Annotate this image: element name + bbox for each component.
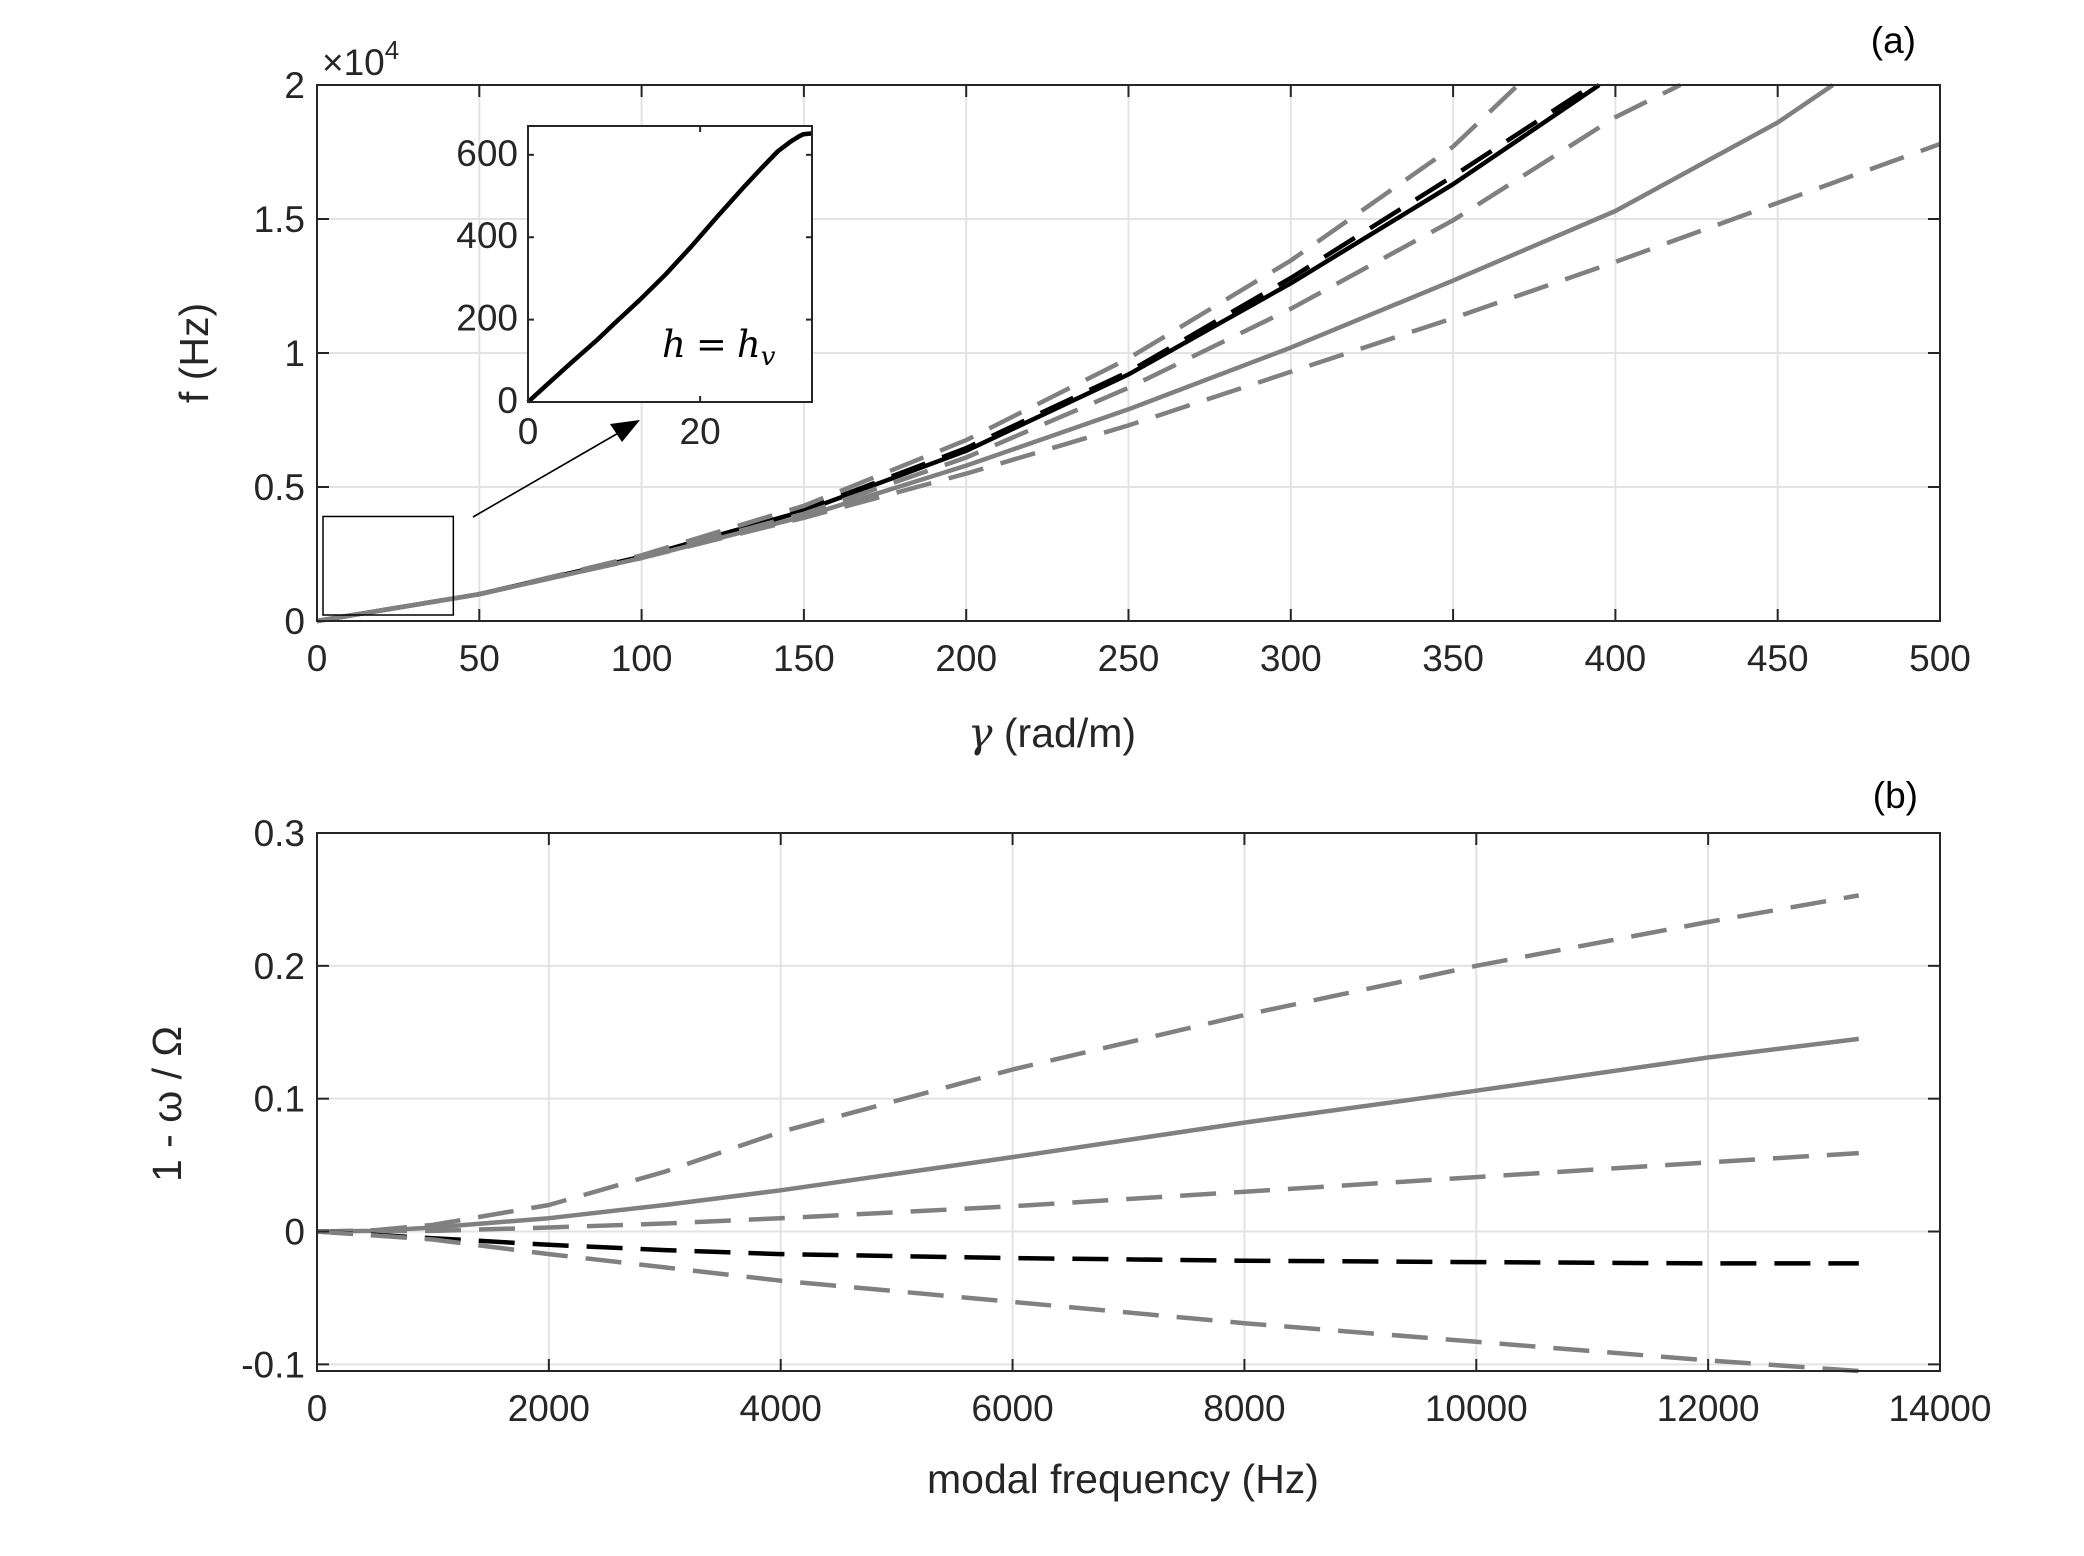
y-tick-label: 0.2 [254, 946, 305, 987]
y-tick-label: -0.1 [241, 1344, 305, 1385]
grid-b [316, 832, 1941, 1371]
series-line-1 [316, 893, 1860, 1234]
x-tick-label: 8000 [1203, 1388, 1285, 1429]
ticks-a [316, 84, 1941, 622]
x-axis-label-b: modal frequency (Hz) [927, 1456, 1319, 1502]
y-tick-label: 0.1 [254, 1079, 305, 1120]
ticks-b [316, 832, 1941, 1371]
y-tick-label: 1.5 [254, 199, 305, 240]
x-tick-labels-a: 0 50 100 150 200 250 300 350 400 450 500 [307, 638, 1971, 679]
inset-y-tick-label: 0 [497, 380, 518, 421]
series-line-5 [316, 1229, 1859, 1374]
x-tick-label: 6000 [971, 1388, 1053, 1429]
x-tick-label: 12000 [1657, 1388, 1760, 1429]
inset-y-tick-label: 600 [456, 133, 518, 174]
x-tick-labels-b: 0 2000 4000 6000 8000 10000 12000 14000 [307, 1388, 1992, 1429]
series-b [316, 893, 1860, 1374]
y-axis-label-a: f (Hz) [171, 303, 217, 403]
x-tick-label: 50 [459, 638, 500, 679]
panel-label-b: (b) [1873, 775, 1918, 816]
x-axis-label-a: γ (rad/m) [968, 709, 1136, 757]
x-tick-label: 2000 [508, 1388, 590, 1429]
zoom-arrow [472, 427, 628, 518]
y-tick-label: 0.3 [254, 813, 305, 854]
panel-b: 0 2000 4000 6000 8000 10000 12000 14000 -0.100.… [144, 775, 1991, 1502]
series-a [316, 82, 1941, 624]
inset-series [526, 131, 813, 404]
plot-frame-b [316, 832, 1941, 1372]
inset-y-tick-labels: 0 200 400 600 [456, 133, 518, 421]
panel-a: 0 50 100 150 200 250 300 350 400 450 500 00.511.52… [171, 20, 1971, 757]
zoom-arrow-head [610, 420, 640, 442]
x-tick-label: 10000 [1425, 1388, 1528, 1429]
x-tick-label: 0 [307, 638, 328, 679]
inset-chart: 0 20 0 200 400 600 h = hv [456, 125, 813, 452]
y-tick-label: 0 [284, 601, 305, 642]
inset-x-tick-label: 20 [680, 411, 721, 452]
y-tick-label: 2 [284, 65, 305, 106]
inset-y-tick-label: 400 [456, 215, 518, 256]
series-line-6 [316, 141, 1941, 624]
x-tick-label: 250 [1098, 638, 1160, 679]
x-tick-label: 4000 [740, 1388, 822, 1429]
zoom-box [322, 515, 455, 616]
x-tick-label: 200 [935, 638, 997, 679]
y-tick-labels-b: -0.1 0 0.1 0.2 0.3 [241, 813, 305, 1385]
x-tick-label: 350 [1422, 638, 1484, 679]
y-axis-label-b: 1 - ω / Ω [144, 1026, 190, 1182]
inset-x-tick-label: 0 [518, 411, 539, 452]
inset-x-tick-labels: 0 20 [518, 411, 721, 452]
x-tick-label: 500 [1909, 638, 1971, 679]
y-tick-label: 1 [284, 333, 305, 374]
series-line-4 [316, 1229, 1859, 1266]
x-tick-label: 14000 [1889, 1388, 1992, 1429]
x-tick-label: 150 [773, 638, 835, 679]
y-tick-labels-a: 0 0.5 1 1.5 2 [254, 65, 305, 642]
y-exponent-a: ×104 [322, 35, 399, 83]
inset-background [528, 126, 812, 402]
series-line-2 [316, 1036, 1860, 1234]
y-tick-label: 0 [284, 1212, 305, 1253]
inset-series-line [526, 131, 813, 404]
inset-frame [527, 125, 813, 403]
inset-y-tick-label: 200 [456, 298, 518, 339]
x-tick-label: 400 [1585, 638, 1647, 679]
x-tick-label: 100 [611, 638, 673, 679]
inset-annotation: h = hv [662, 323, 776, 372]
series-line-3 [316, 1150, 1859, 1234]
panel-label-a: (a) [1871, 20, 1916, 61]
y-tick-label: 0.5 [254, 467, 305, 508]
x-tick-label: 300 [1260, 638, 1322, 679]
x-tick-label: 450 [1747, 638, 1809, 679]
x-tick-label: 0 [307, 1388, 328, 1429]
